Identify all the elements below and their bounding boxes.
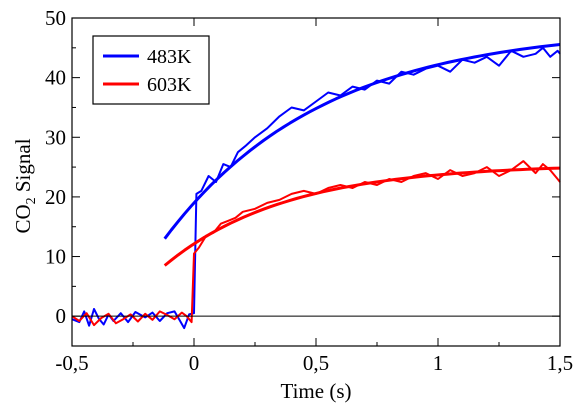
- y-axis-title: CO2 Signal: [11, 138, 39, 233]
- y-tick-label: 0: [56, 304, 67, 328]
- x-tick-label: 1,5: [547, 351, 573, 375]
- y-axis: 0 10 20 30 40 50: [45, 6, 560, 328]
- legend-label-603k: 603K: [147, 74, 192, 96]
- y-tick-label: 20: [45, 185, 66, 209]
- x-axis: -0,5 0 0,5 1 1,5: [55, 18, 573, 375]
- fit-curve-483k: [163, 43, 561, 240]
- x-tick-label: 0,5: [303, 351, 329, 375]
- x-axis-title: Time (s): [281, 379, 352, 403]
- legend: 483K 603K: [92, 35, 210, 105]
- fit-curve-603k: [163, 166, 561, 267]
- legend-box: [92, 35, 210, 105]
- x-tick-label: 1: [433, 351, 444, 375]
- x-tick-label: 0: [189, 351, 200, 375]
- y-tick-label: 40: [45, 66, 66, 90]
- x-tick-label: -0,5: [55, 351, 88, 375]
- y-axis-title-rest: Signal: [11, 138, 35, 197]
- y-tick-label: 30: [45, 125, 66, 149]
- y-tick-label: 10: [45, 245, 66, 269]
- y-tick-label: 50: [45, 6, 66, 30]
- legend-label-483k: 483K: [147, 46, 192, 68]
- y-axis-title-subscript: 2: [24, 197, 39, 204]
- y-axis-title-main: CO: [11, 204, 35, 233]
